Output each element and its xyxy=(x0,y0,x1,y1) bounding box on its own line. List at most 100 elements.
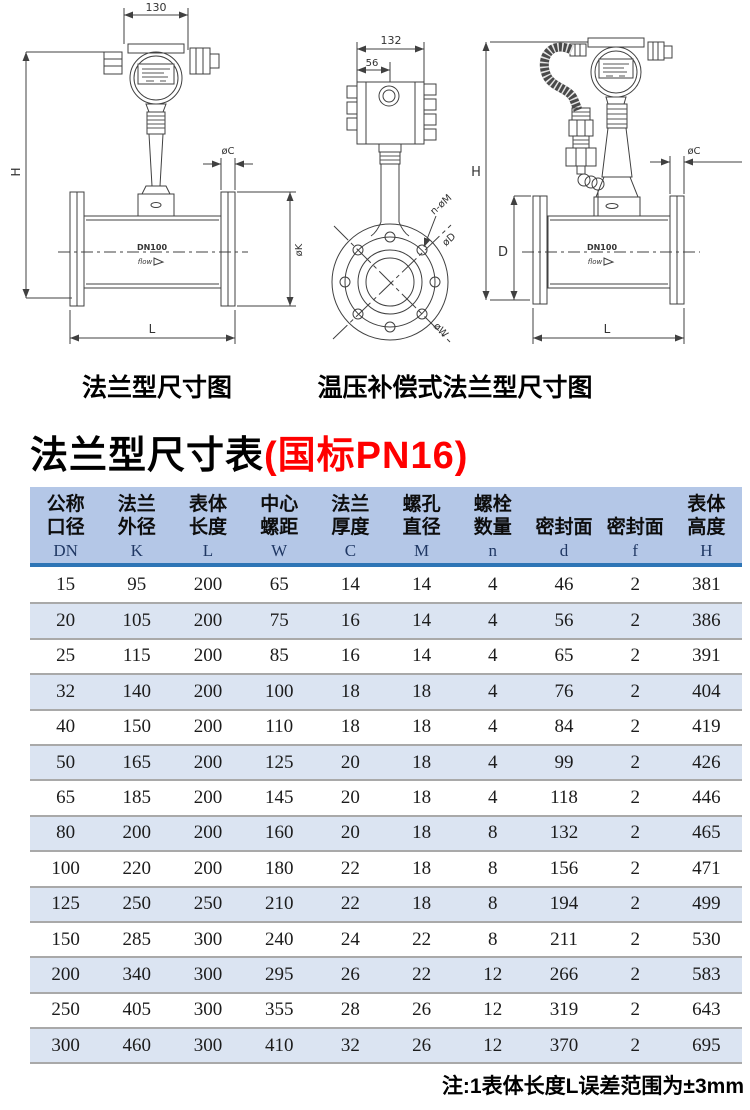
table-cell: 200 xyxy=(51,963,80,985)
dim-label-56: 56 xyxy=(366,58,379,69)
table-cell: 240 xyxy=(264,928,294,950)
column-header-symbol: L xyxy=(202,541,214,560)
column-header-symbol: M xyxy=(414,541,430,560)
table-row: 300 460 300 410 32 26 12 370 2 695 xyxy=(30,1027,742,1063)
table-cell: 386 xyxy=(692,610,721,632)
dim-label-oc1: øC xyxy=(221,146,234,157)
page-title: 法兰型尺寸表(国标PN16) xyxy=(30,424,468,479)
table-cell: 285 xyxy=(122,928,152,950)
table-cell: 18 xyxy=(412,893,432,915)
table-cell: 8 xyxy=(488,857,498,879)
table-row: 150 285 300 240 24 22 8 211 2 530 xyxy=(30,920,742,956)
table-cell: 105 xyxy=(122,610,152,632)
table-cell: 2 xyxy=(630,857,640,879)
table-row: 32 140 200 100 18 18 4 76 2 404 xyxy=(30,673,742,709)
table-cell: 300 xyxy=(51,1034,80,1056)
table-cell: 2 xyxy=(630,928,640,950)
table-cell: 2 xyxy=(630,680,640,702)
table-row: 65 185 200 145 20 18 4 118 2 446 xyxy=(30,779,742,814)
table-cell: 150 xyxy=(51,928,80,950)
column-header-symbol: f xyxy=(632,541,639,560)
table-cell: 340 xyxy=(122,963,152,985)
dim-label-132: 132 xyxy=(381,34,402,47)
table-cell: 18 xyxy=(412,716,432,738)
table-cell: 194 xyxy=(549,893,579,915)
table-cell: 391 xyxy=(692,645,721,667)
table-row: 15 95 200 65 14 14 4 46 2 381 xyxy=(30,567,742,602)
table-cell: 4 xyxy=(488,645,498,667)
table-cell: 499 xyxy=(692,893,721,915)
table-cell: 20 xyxy=(340,751,360,773)
column-header-label: 法兰 xyxy=(117,494,156,515)
table-cell: 14 xyxy=(412,645,432,667)
table-cell: 200 xyxy=(193,751,223,773)
table-cell: 300 xyxy=(193,963,223,985)
table-row: 250 405 300 355 28 26 12 319 2 643 xyxy=(30,991,742,1027)
column-header-d: 密封面 d xyxy=(528,487,599,563)
column-header-symbol: n xyxy=(488,541,498,560)
table-cell: 76 xyxy=(554,680,574,702)
table-cell: 118 xyxy=(550,787,578,809)
table-cell: 8 xyxy=(488,822,498,844)
table-cell: 22 xyxy=(412,928,432,950)
page-title-main: 法兰型尺寸表 xyxy=(30,435,265,477)
column-header-label: 螺栓 xyxy=(473,494,512,515)
table-cell: 165 xyxy=(122,751,152,773)
table-cell: 426 xyxy=(692,751,721,773)
dim-label-oc3: øC xyxy=(687,146,700,157)
table-cell: 250 xyxy=(193,893,223,915)
drawing-flange-face: 132 56 n-øM øD øW xyxy=(331,34,459,343)
column-header-label: 厚度 xyxy=(331,517,370,538)
table-cell: 200 xyxy=(193,610,223,632)
column-header-label: 口径 xyxy=(46,517,85,538)
column-header-DN: 公称 口径 DN xyxy=(30,487,101,563)
table-cell: 85 xyxy=(269,645,289,667)
table-cell: 4 xyxy=(488,751,498,773)
table-cell: 300 xyxy=(193,1034,223,1056)
table-cell: 381 xyxy=(692,573,721,595)
table-cell: 16 xyxy=(340,645,360,667)
table-row: 125 250 250 210 22 18 8 194 2 499 xyxy=(30,885,742,921)
table-cell: 160 xyxy=(264,822,294,844)
table-row: 20 105 200 75 16 14 4 56 2 386 xyxy=(30,602,742,638)
caption-compensated-type: 温压补偿式法兰型尺寸图 xyxy=(317,374,593,402)
dim-label-nom: n-øM xyxy=(429,193,455,218)
table-cell: 100 xyxy=(264,680,294,702)
table-cell: 100 xyxy=(51,857,80,879)
table-cell: 643 xyxy=(692,999,721,1021)
column-header-M: 螺孔 直径 M xyxy=(386,487,457,563)
table-cell: 200 xyxy=(193,645,223,667)
table-cell: 471 xyxy=(692,857,721,879)
flow-label-3: flow xyxy=(588,258,603,266)
table-cell: 20 xyxy=(56,610,76,632)
table-cell: 16 xyxy=(340,610,360,632)
table-cell: 20 xyxy=(340,822,360,844)
table-cell: 200 xyxy=(193,787,223,809)
column-header-L: 表体 长度 L xyxy=(172,487,243,563)
table-cell: 18 xyxy=(412,680,432,702)
table-cell: 2 xyxy=(630,999,640,1021)
table-cell: 200 xyxy=(193,680,223,702)
table-cell: 18 xyxy=(412,822,432,844)
table-cell: 150 xyxy=(122,716,152,738)
table-cell: 530 xyxy=(692,928,721,950)
dim-label-od: øD xyxy=(441,231,459,249)
table-row: 200 340 300 295 26 22 12 266 2 583 xyxy=(30,956,742,992)
dim-label-l1: L xyxy=(149,322,156,336)
table-cell: 125 xyxy=(51,893,80,915)
table-cell: 8 xyxy=(488,893,498,915)
column-header-K: 法兰 外径 K xyxy=(101,487,172,563)
dim-label-130: 130 xyxy=(146,1,167,14)
body-label-dn100-3: DN100 xyxy=(587,243,617,252)
table-cell: 460 xyxy=(122,1034,152,1056)
table-cell: 25 xyxy=(56,645,76,667)
table-cell: 22 xyxy=(340,893,360,915)
table-cell: 4 xyxy=(488,610,498,632)
table-row: 100 220 200 180 22 18 8 156 2 471 xyxy=(30,850,742,885)
column-header-label: 公称 xyxy=(46,494,85,515)
table-cell: 14 xyxy=(412,610,432,632)
column-header-symbol: C xyxy=(344,541,357,560)
column-header-label: 表体 xyxy=(188,494,227,515)
table-cell: 24 xyxy=(340,928,360,950)
